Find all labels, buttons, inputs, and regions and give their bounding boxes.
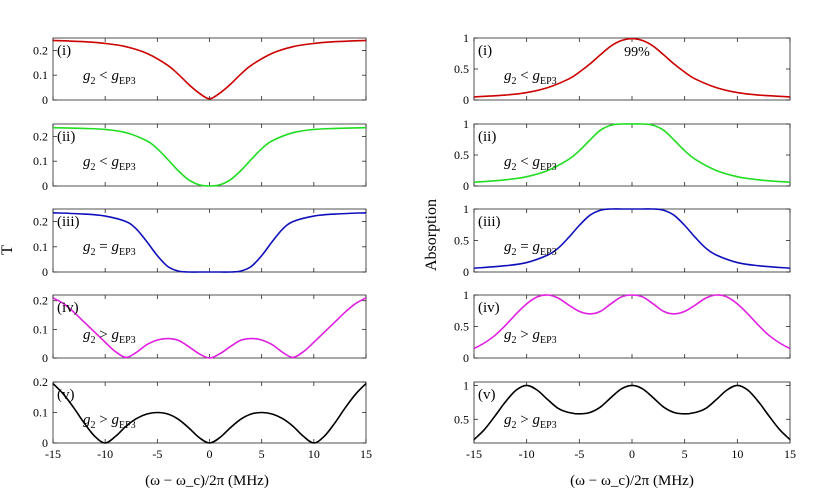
y-tick-label: 0.1	[33, 322, 48, 336]
right-panel-ii: 0 0.5 1 (ii) g2 < gEP3	[454, 117, 791, 193]
condition-label: g2 < gEP3	[504, 154, 557, 173]
right-panel-iv: 0 0.5 1 (iv)g2 > gEP3	[454, 288, 791, 365]
condition-label: g2 = gEP3	[83, 239, 136, 258]
y-tick-label: 0	[463, 93, 469, 107]
y-tick-label: 0.2	[33, 294, 48, 308]
y-tick-label: 0	[463, 351, 469, 365]
condition-label: g2 = gEP3	[504, 239, 557, 258]
left-panel-i: 0 0.1 0.2 (i) g2 < gEP3	[33, 37, 367, 107]
y-tick-label: 0	[42, 179, 48, 193]
x-tick-label: 10	[731, 447, 743, 461]
right-x-axis-label: (ω − ω_c)/2π (MHz)	[570, 473, 694, 489]
left-panel-ii: 0 0.1 0.2 (ii) g2 < gEP3	[33, 123, 367, 193]
y-tick-label: 0	[42, 436, 48, 450]
y-tick-label: 0	[42, 265, 48, 279]
y-tick-label: 0	[42, 351, 48, 365]
left-panel-iv: 0 0.1 0.2 (iv)g2 > gEP3	[33, 294, 367, 365]
series-line	[473, 208, 791, 270]
y-tick-label: 1	[463, 202, 469, 216]
panel-label: (i)	[478, 43, 492, 59]
panel-label: (iii)	[57, 214, 80, 230]
y-tick-label: 0.5	[454, 62, 469, 76]
condition-label: g2 > gEP3	[83, 327, 136, 346]
left-panel-v: 0 0.1 0.2 -15 -10 -5 0 5 10 15 (v) g2 > gEP3	[33, 375, 372, 461]
y-tick-label: 0	[463, 265, 469, 279]
series-line	[52, 211, 367, 273]
panel-label: (v)	[57, 387, 75, 403]
x-tick-label: -10	[97, 447, 113, 461]
condition-label: g2 < gEP3	[83, 68, 136, 87]
y-tick-label: 0.1	[33, 154, 48, 168]
panel-label: (iii)	[478, 214, 501, 230]
y-tick-label: 1	[463, 378, 469, 392]
panel-label: (i)	[57, 43, 71, 59]
y-tick-label: 0.1	[33, 240, 48, 254]
y-tick-label: 0.1	[33, 68, 48, 82]
condition-label: g2 > gEP3	[83, 412, 136, 431]
x-tick-label: -5	[152, 447, 162, 461]
y-tick-label: 0.2	[33, 215, 48, 229]
x-tick-label: 15	[784, 447, 796, 461]
x-tick-label: 15	[360, 447, 372, 461]
series-line	[473, 384, 791, 441]
series-line	[473, 37, 791, 98]
series-line	[473, 294, 791, 350]
x-tick-label: 10	[308, 447, 320, 461]
x-tick-label: -10	[519, 447, 535, 461]
y-tick-label: 0.2	[33, 129, 48, 143]
panel-label: (iv)	[57, 300, 79, 316]
y-tick-label: 0.5	[454, 148, 469, 162]
y-tick-label: 1	[463, 31, 469, 45]
condition-label: g2 > gEP3	[504, 412, 557, 431]
y-tick-label: 0	[42, 93, 48, 107]
left-panel-iii: 0 0.1 0.2 (iii)g2 = gEP3	[33, 208, 367, 279]
panel-label: (iv)	[478, 300, 500, 316]
x-tick-label: -15	[466, 447, 482, 461]
right-panel-iii: 0 0.5 1 (iii)g2 = gEP3	[454, 202, 791, 279]
y-tick-label: 0.5	[454, 320, 469, 334]
left-x-axis-label: (ω − ω_c)/2π (MHz)	[145, 473, 269, 489]
series-line	[52, 39, 367, 100]
series-line	[473, 123, 791, 184]
x-tick-label: 0	[629, 447, 635, 461]
x-tick-label: -5	[574, 447, 584, 461]
right-panel-v: 0.5 1 -15 -10 -5 0 5 10 15 (v) g2 > gEP3	[454, 378, 796, 461]
panel-label: (ii)	[478, 129, 496, 145]
condition-label: g2 > gEP3	[504, 327, 557, 346]
y-tick-label: 1	[463, 117, 469, 131]
right-panel-i: 0 0.5 1 (i) g2 < gEP3 99%	[454, 31, 791, 107]
panel-label: (ii)	[57, 129, 75, 145]
panel-label: (v)	[478, 387, 496, 403]
condition-label: g2 < gEP3	[504, 68, 557, 87]
x-tick-label: 0	[207, 447, 213, 461]
y-tick-label: 0.1	[33, 406, 48, 420]
series-line	[52, 297, 367, 359]
y-tick-label: 0	[463, 179, 469, 193]
y-tick-label: 0.5	[454, 412, 469, 426]
y-tick-label: 0.2	[33, 43, 48, 57]
y-tick-label: 0.5	[454, 234, 469, 248]
y-tick-label: 0.2	[33, 375, 48, 389]
series-line	[52, 126, 367, 187]
right-y-axis-label: Absorption	[423, 199, 440, 271]
condition-label: g2 < gEP3	[83, 154, 136, 173]
x-tick-label: -15	[45, 447, 61, 461]
peak-annotation: 99%	[624, 45, 650, 60]
x-tick-label: 5	[259, 447, 265, 461]
series-line	[52, 382, 367, 444]
x-tick-label: 5	[682, 447, 688, 461]
y-tick-label: 1	[463, 288, 469, 302]
left-y-axis-label: T	[0, 245, 16, 255]
